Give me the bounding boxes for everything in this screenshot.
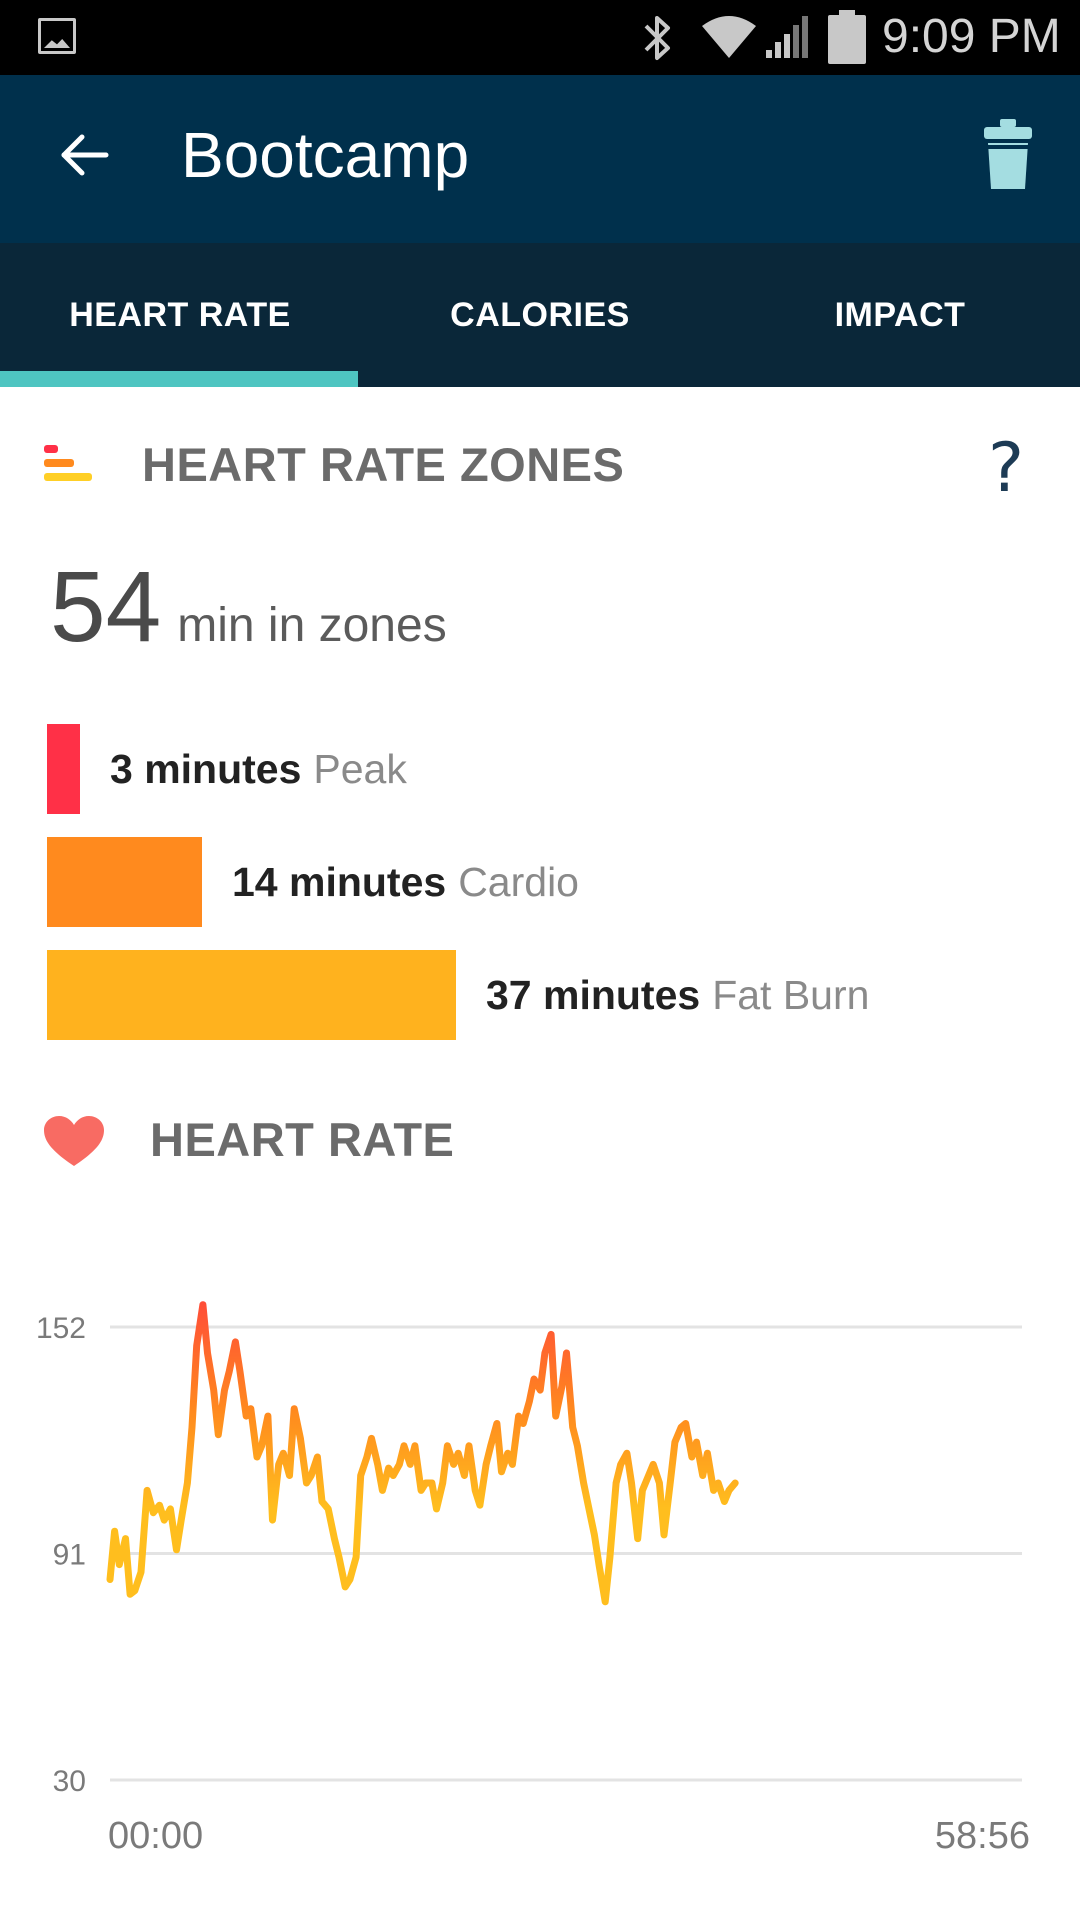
zone-row-cardio: 14 minutes Cardio bbox=[47, 837, 579, 927]
trash-icon bbox=[984, 119, 1032, 189]
zones-total-unit: min in zones bbox=[177, 599, 447, 652]
tab-selected-indicator bbox=[0, 371, 358, 387]
zone-label: 14 minutes Cardio bbox=[232, 859, 579, 906]
signal-icon bbox=[766, 16, 808, 58]
heart-rate-chart: 152 91 30 00:00 58:56 bbox=[36, 1301, 1030, 1857]
zone-name: Cardio bbox=[458, 858, 579, 905]
zones-total: 54 min in zones bbox=[50, 552, 447, 662]
zone-row-fat-burn: 37 minutes Fat Burn bbox=[47, 950, 869, 1040]
zones-total-value: 54 bbox=[50, 551, 162, 663]
arrow-left-icon bbox=[61, 134, 109, 176]
zones-icon bbox=[44, 443, 92, 487]
heart-rate-header: HEART RATE bbox=[0, 1100, 1080, 1180]
heart-rate-line bbox=[106, 1301, 739, 1606]
tab-bar: HEART RATE CALORIES IMPACT bbox=[0, 243, 1080, 387]
status-time: 9:09 PM bbox=[882, 10, 1061, 63]
tab-label: HEART RATE bbox=[69, 295, 291, 334]
tab-impact[interactable]: IMPACT bbox=[720, 243, 1080, 387]
zone-name: Fat Burn bbox=[712, 971, 870, 1018]
x-tick-label-start: 00:00 bbox=[108, 1815, 203, 1857]
zone-minutes: 14 minutes bbox=[232, 858, 447, 905]
tab-calories[interactable]: CALORIES bbox=[360, 243, 720, 387]
wifi-icon bbox=[702, 16, 756, 58]
heart-rate-title: HEART RATE bbox=[150, 1113, 455, 1166]
help-button[interactable]: ? bbox=[987, 429, 1025, 508]
zone-bar-fat-burn bbox=[47, 950, 456, 1040]
zones-header: HEART RATE ZONES ? bbox=[0, 425, 1080, 505]
zone-minutes: 37 minutes bbox=[486, 971, 701, 1018]
gallery-icon bbox=[38, 18, 76, 54]
zones-title: HEART RATE ZONES bbox=[142, 438, 625, 491]
zone-bar-peak bbox=[47, 724, 80, 814]
battery-icon bbox=[828, 10, 866, 64]
delete-button[interactable] bbox=[970, 117, 1046, 193]
tab-label: IMPACT bbox=[834, 295, 966, 334]
y-tick-label: 152 bbox=[36, 1312, 86, 1345]
app-bar: Bootcamp bbox=[0, 75, 1080, 243]
zone-row-peak: 3 minutes Peak bbox=[47, 724, 407, 814]
y-tick-label: 91 bbox=[53, 1539, 86, 1572]
zone-label: 3 minutes Peak bbox=[110, 746, 407, 793]
zone-name: Peak bbox=[313, 745, 407, 792]
page-title: Bootcamp bbox=[181, 119, 470, 191]
tab-label: CALORIES bbox=[450, 295, 630, 334]
y-tick-label: 30 bbox=[53, 1765, 86, 1798]
back-button[interactable] bbox=[48, 115, 120, 195]
x-tick-label-end: 58:56 bbox=[935, 1815, 1030, 1857]
zone-bar-cardio bbox=[47, 837, 202, 927]
status-bar: 9:09 PM bbox=[0, 0, 1080, 75]
zone-minutes: 3 minutes bbox=[110, 745, 302, 792]
heart-icon bbox=[44, 1116, 104, 1166]
zone-label: 37 minutes Fat Burn bbox=[486, 972, 869, 1019]
tab-heart-rate[interactable]: HEART RATE bbox=[0, 243, 360, 387]
bluetooth-icon bbox=[644, 16, 670, 60]
